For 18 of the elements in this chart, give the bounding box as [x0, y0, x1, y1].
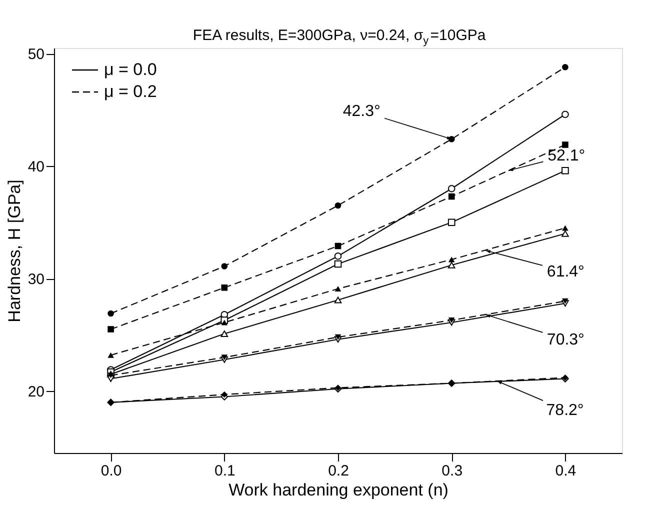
annotation: 61.4° [546, 264, 584, 280]
annotation: 70.3° [546, 332, 584, 349]
legend-label: μ = 0.0 [104, 60, 157, 79]
annotation: 42.3° [342, 103, 380, 120]
legend-label: μ = 0.2 [104, 82, 157, 101]
x-tick-label: 0.3 [442, 462, 463, 480]
annotation: 52.1° [548, 148, 586, 165]
y-axis-title: Hardness, H [GPa] [4, 180, 24, 322]
x-axis-title: Work hardening exponent (n) [228, 480, 448, 500]
x-tick-label: 0.0 [100, 462, 122, 480]
annotation: 78.2° [546, 402, 584, 419]
y-tick-label: 20 [28, 384, 44, 401]
x-tick-label: 0.1 [214, 462, 236, 480]
x-tick-label: 0.4 [555, 462, 576, 480]
y-tick-label: 30 [28, 271, 44, 288]
y-tick-label: 50 [28, 46, 44, 64]
y-tick-label: 40 [28, 158, 44, 176]
x-tick-label: 0.2 [328, 462, 349, 480]
